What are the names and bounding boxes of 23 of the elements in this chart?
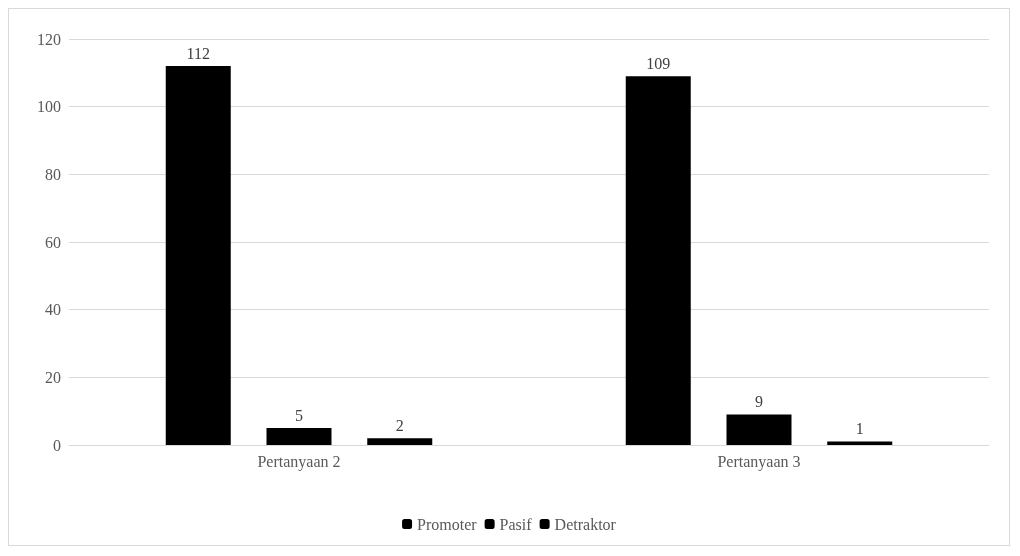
- x-tick-label: Pertanyaan 3: [717, 452, 801, 471]
- legend-label: Detraktor: [554, 515, 617, 533]
- data-label: 2: [395, 416, 404, 434]
- y-tick-label: 80: [45, 165, 61, 183]
- x-tick-label: Pertanyaan 2: [257, 452, 341, 471]
- data-label: 5: [295, 406, 303, 424]
- legend-label: Promoter: [417, 515, 478, 533]
- y-tick-label: 120: [37, 30, 61, 48]
- bar: [165, 66, 231, 445]
- bar: [625, 76, 691, 445]
- data-label: 109: [646, 54, 671, 72]
- y-tick-label: 40: [45, 301, 61, 319]
- y-tick-label: 0: [53, 436, 61, 454]
- data-label: 112: [186, 44, 210, 62]
- y-tick-label: 60: [45, 233, 61, 251]
- bar: [726, 414, 792, 445]
- data-label: 1: [855, 420, 864, 438]
- data-label: 9: [755, 393, 763, 411]
- bar: [367, 438, 433, 445]
- y-tick-label: 20: [45, 368, 61, 386]
- legend-label: Pasif: [499, 515, 533, 533]
- bar: [266, 428, 332, 445]
- y-tick-label: 100: [37, 98, 61, 116]
